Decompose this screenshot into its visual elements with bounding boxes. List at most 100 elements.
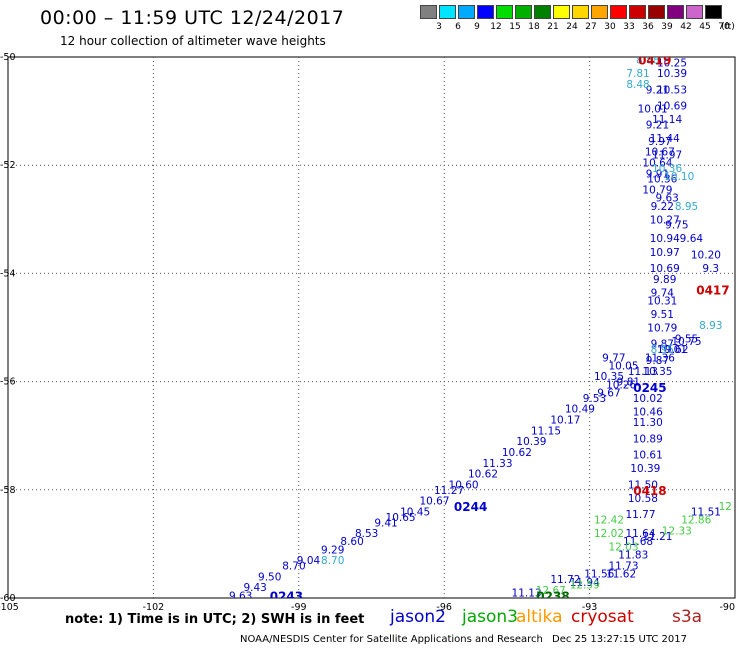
wave-height-value: 10.67: [419, 496, 449, 508]
wave-height-value: 10.65: [386, 512, 416, 524]
wave-height-value: 10.05: [608, 360, 638, 372]
wave-height-value: 9.04: [297, 555, 321, 567]
wave-height-value: 10.97: [650, 247, 680, 259]
color-swatch: [629, 5, 646, 19]
wave-height-value: 11.73: [608, 561, 638, 573]
wave-height-value: 11.50: [628, 479, 658, 491]
legend-entry-altika: altika: [516, 607, 563, 627]
wave-height-value: 9.53: [583, 393, 606, 405]
wave-height-value: 9.63: [229, 590, 252, 602]
wave-height-value: 9.74: [651, 287, 675, 299]
wave-height-value: 10.46: [633, 406, 663, 418]
wave-height-value: 10.26: [606, 379, 636, 391]
color-swatch-label: 39: [661, 22, 673, 32]
color-swatch: [667, 5, 684, 19]
pass-time-label: 0245: [633, 381, 666, 395]
pass-time-label: 0243: [270, 589, 303, 603]
longitude-label: -105: [0, 602, 19, 613]
wave-height-value: 8.95: [651, 344, 674, 356]
track-layer: 9.639.439.508.709.049.298.608.539.4110.6…: [229, 55, 732, 603]
wave-height-value: 11.56: [584, 569, 614, 581]
latitude-label: -60: [0, 593, 16, 604]
wave-height-value: 11.83: [618, 550, 648, 562]
wave-height-value: 8.88: [636, 55, 659, 67]
color-swatch-label: 70: [718, 22, 730, 32]
pass-time-label: 0238: [536, 589, 569, 603]
longitude-label: -90: [719, 602, 735, 613]
wave-height-value: 9.29: [321, 544, 344, 556]
color-swatch-label: 18: [528, 22, 540, 32]
legend-entry-s3a: s3a: [672, 607, 703, 627]
wave-height-value: 9.62: [665, 344, 688, 356]
wave-height-value: 10.39: [630, 463, 660, 475]
wave-height-value: 10.45: [400, 506, 430, 518]
wave-height-value: 9.67: [597, 387, 620, 399]
wave-height-value: 10.67: [645, 147, 675, 159]
wave-height-value: 7.81: [626, 68, 649, 80]
color-swatch: [477, 5, 494, 19]
color-swatch: [686, 5, 703, 19]
wave-height-value: 10.58: [628, 493, 658, 505]
wave-height-value: 12.42: [594, 515, 624, 527]
wave-height-value: 9.81: [617, 377, 640, 389]
wave-height-value: 10.62: [468, 469, 498, 481]
wave-height-value: 11.27: [434, 485, 464, 497]
wave-height-value: 11.62: [606, 569, 636, 581]
page-subtitle: 12 hour collection of altimeter wave hei…: [60, 34, 326, 48]
wave-height-value: 9.75: [665, 220, 688, 232]
latitude-label: -54: [0, 268, 16, 279]
wave-height-value: 11.64: [625, 528, 655, 540]
pass-time-label: 0418: [633, 484, 666, 498]
color-swatch: [648, 5, 665, 19]
wave-height-value: 10.39: [657, 68, 687, 80]
color-swatch-label: 30: [604, 22, 616, 32]
wave-height-value: 10.36: [652, 163, 682, 175]
wave-height-value: 10.35: [642, 366, 672, 378]
latitude-label: -56: [0, 377, 16, 388]
wave-height-value: 11.94: [570, 577, 600, 589]
color-swatch-label: 45: [699, 22, 711, 32]
color-swatch: [496, 5, 513, 19]
legend-entry-cryosat: cryosat: [571, 607, 634, 627]
wave-height-value: 8.93: [699, 320, 722, 332]
longitude-label: -96: [436, 602, 452, 613]
wave-height-value: 10.20: [691, 249, 721, 261]
wave-height-value: 12.86: [681, 515, 711, 527]
wave-height-value: 8.95: [675, 201, 698, 213]
wave-height-value: 11.97: [652, 149, 682, 161]
latitude-label: -52: [0, 160, 16, 171]
wave-height-value: 10.94: [650, 233, 680, 245]
page-title: 00:00 – 11:59 UTC 12/24/2017: [40, 7, 345, 29]
wave-height-value: 9.51: [651, 309, 674, 321]
wave-height-value: 10.60: [449, 479, 479, 491]
wave-height-value: 10.02: [633, 393, 663, 405]
wave-height-value: 9.89: [653, 274, 676, 286]
wave-height-value: 10.31: [647, 295, 677, 307]
wave-height-value: 12.02: [594, 528, 624, 540]
wave-height-value: 10.79: [647, 323, 677, 335]
unit-label: (ft): [721, 22, 735, 32]
wave-height-value: 9.87: [646, 355, 669, 367]
color-swatch: [705, 5, 722, 19]
wave-height-value: 9.87: [651, 339, 674, 351]
color-swatch-label: 33: [623, 22, 635, 32]
wave-height-value: 10.75: [672, 336, 702, 348]
wave-height-value: 12.33: [662, 525, 692, 537]
wave-height-value: 8.70: [321, 555, 344, 567]
wave-height-value: 9.63: [655, 193, 678, 205]
wave-height-value: 10.53: [657, 84, 687, 96]
wave-height-value: 10.69: [650, 263, 680, 275]
color-swatch-label: 21: [547, 22, 559, 32]
wave-height-value: 10.64: [642, 157, 672, 169]
wave-height-value: 11.30: [633, 417, 663, 429]
wave-height-value: 11.33: [482, 458, 512, 470]
color-swatch: [572, 5, 589, 19]
legend-entry-jason3: jason3: [462, 607, 518, 627]
wave-height-value: 9.97: [648, 136, 671, 148]
wave-height-value: 12.03: [608, 542, 638, 554]
color-swatch-label: 9: [474, 22, 480, 32]
wave-height-value: 10.61: [633, 450, 663, 462]
color-swatch: [420, 5, 437, 19]
longitude-label: -93: [582, 602, 598, 613]
wave-height-value: 9.21: [646, 84, 669, 96]
